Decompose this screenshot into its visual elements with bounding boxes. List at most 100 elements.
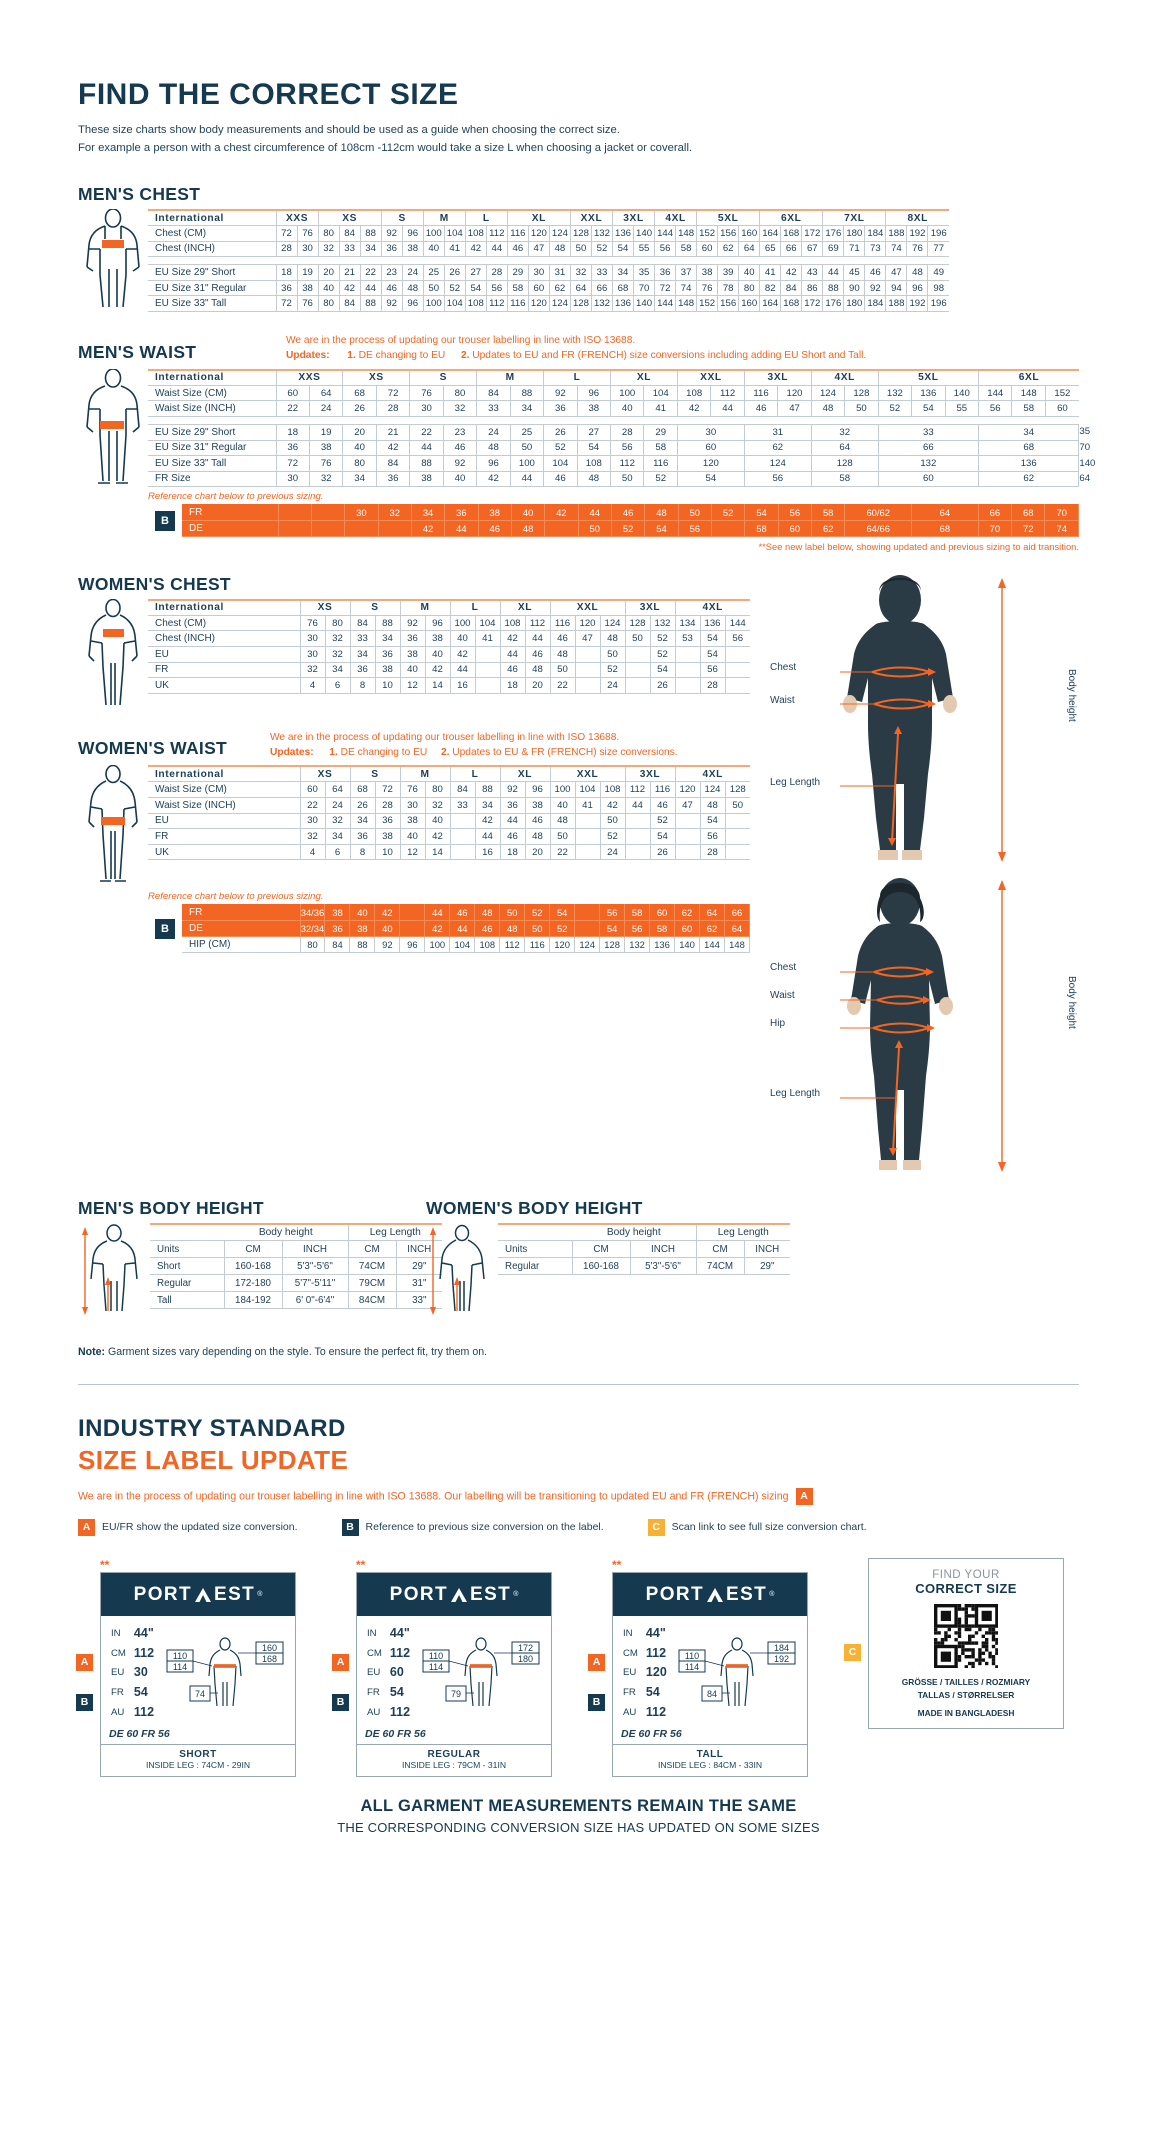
- cell: 80: [425, 782, 450, 798]
- industry-description: We are in the process of updating our tr…: [78, 1488, 1079, 1505]
- cell: 52: [600, 829, 625, 845]
- cell: 74: [886, 241, 907, 257]
- cell: 46: [525, 647, 550, 663]
- cell: 84: [339, 226, 360, 242]
- cell: 46: [381, 280, 402, 296]
- cell: 152: [697, 296, 718, 312]
- cell: 164: [760, 296, 781, 312]
- cell: 88: [475, 782, 500, 798]
- cell: 48: [550, 813, 575, 829]
- cell: 100: [510, 456, 543, 472]
- svg-text:168: 168: [262, 1654, 277, 1664]
- cell: 92: [544, 385, 577, 401]
- bh-cell: 5'3"-5'6": [282, 1258, 348, 1275]
- cell: 84: [376, 456, 409, 472]
- cell: 58: [644, 440, 677, 456]
- cell: 112: [525, 615, 550, 631]
- row-label: Chest (INCH): [148, 241, 276, 257]
- cell: 14: [425, 678, 450, 694]
- ref-cell: 62: [812, 520, 845, 536]
- cell: 132: [878, 385, 911, 401]
- cell: 28: [276, 241, 297, 257]
- cell: 92: [381, 296, 402, 312]
- ref-cell: 58: [745, 520, 778, 536]
- cell: 36: [400, 631, 425, 647]
- cell: 44: [525, 631, 550, 647]
- label-fit-inside-leg: INSIDE LEG : 84CM - 33IN: [613, 1760, 807, 1770]
- ref-cell: 40: [350, 904, 375, 920]
- cell: [625, 662, 650, 678]
- cell: 44: [450, 662, 475, 678]
- cell: 36: [500, 798, 525, 814]
- cell: 88: [375, 615, 400, 631]
- cell: 36: [544, 401, 577, 417]
- col-size-7xl: 7XL: [823, 210, 886, 226]
- cell: 36: [655, 265, 676, 281]
- cell: 22: [410, 424, 443, 440]
- col-size-m: M: [400, 766, 450, 782]
- legend-item-c: C Scan link to see full size conversion …: [648, 1519, 867, 1536]
- col-body-height: Body height: [224, 1224, 348, 1241]
- label-size-value: 112: [646, 1704, 673, 1722]
- bh-cell: 29": [744, 1258, 790, 1275]
- cell: 26: [350, 798, 375, 814]
- label-stars: **: [100, 1558, 296, 1572]
- cell: 54: [700, 813, 725, 829]
- qr-code-icon[interactable]: [934, 1604, 999, 1669]
- cell: 88: [360, 226, 381, 242]
- cell: 70: [634, 280, 655, 296]
- ref-cell: 60: [675, 920, 700, 936]
- cell: 48: [550, 647, 575, 663]
- legend-text-c: Scan link to see full size conversion ch…: [672, 1521, 867, 1533]
- ref-cell: 52: [550, 920, 575, 936]
- bh-cell: 6' 0"-6'4": [282, 1292, 348, 1309]
- cell: 56: [655, 241, 676, 257]
- cell: 12: [400, 844, 425, 860]
- col-size-s: S: [350, 600, 400, 616]
- cell: 30: [400, 798, 425, 814]
- cell: 8: [350, 844, 375, 860]
- row-label: FR: [148, 662, 300, 678]
- womens-waist-updates-label: Updates:: [270, 747, 314, 758]
- hip-cell: 132: [625, 936, 650, 952]
- qr-code-holder[interactable]: [875, 1602, 1057, 1677]
- label-size-key: AU: [367, 1704, 388, 1722]
- cell: 55: [634, 241, 655, 257]
- cell: 56: [700, 662, 725, 678]
- col-size-8xl: 8XL: [886, 210, 949, 226]
- cell: [475, 678, 500, 694]
- cell: 34: [360, 241, 381, 257]
- legend-item-a: A EU/FR show the updated size conversion…: [78, 1519, 298, 1536]
- ref-cell: 30: [345, 504, 378, 520]
- hip-cell: 84: [325, 936, 350, 952]
- cell: [725, 813, 750, 829]
- svg-text:184: 184: [774, 1643, 789, 1653]
- mens-waist-title: MEN'S WAIST: [78, 342, 270, 363]
- ref-cell: 48: [500, 920, 525, 936]
- label-stars: **: [612, 1558, 808, 1572]
- svg-text:192: 192: [774, 1654, 789, 1664]
- units-label: Units: [150, 1241, 224, 1258]
- ref-cell: 66: [724, 904, 749, 920]
- cell: 140: [634, 296, 655, 312]
- cell: 26: [544, 424, 577, 440]
- cell: 48: [577, 471, 610, 487]
- cell: 55: [945, 401, 978, 417]
- cell: 32: [300, 662, 325, 678]
- cell: 47: [778, 401, 811, 417]
- tag-b-legend: B: [342, 1519, 359, 1536]
- cell: 4: [300, 844, 325, 860]
- row-label: EU: [148, 813, 300, 829]
- label-size-value: 44": [390, 1625, 416, 1643]
- hip-cell: 148: [724, 936, 749, 952]
- ref-cell: [400, 904, 425, 920]
- cell: 42: [600, 798, 625, 814]
- ref-cell: 42: [411, 520, 444, 536]
